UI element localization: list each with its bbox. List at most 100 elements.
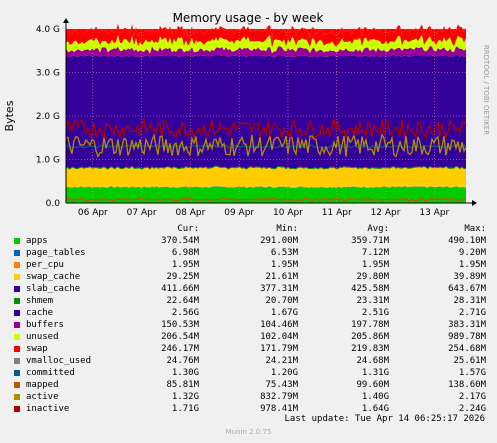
legend-item: slab_cache 411.66M 377.31M 425.58M 643.67M	[12, 283, 492, 295]
y-tick-label: 3.0 G	[36, 69, 60, 79]
last-update: Last update: Tue Apr 14 06:25:17 2026	[284, 414, 485, 424]
legend-max: 383.31M	[448, 320, 486, 330]
legend-avg: 99.60M	[356, 380, 389, 390]
legend-max: 1.57G	[458, 368, 486, 378]
plot-area	[66, 24, 466, 203]
legend-min: 20.70M	[265, 296, 298, 306]
legend-max: 138.60M	[448, 380, 486, 390]
legend-min: 75.43M	[265, 380, 298, 390]
legend-max: 2.24G	[458, 404, 486, 414]
legend-cur: 206.54M	[161, 332, 199, 342]
legend-name: per_cpu	[26, 260, 64, 270]
legend-swatch	[14, 334, 20, 340]
legend-cur: 1.95M	[171, 260, 199, 270]
legend-max: 25.61M	[453, 356, 486, 366]
legend-min: 104.46M	[260, 320, 298, 330]
legend-min: 102.04M	[260, 332, 298, 342]
header-max: Max:	[464, 224, 486, 234]
legend-swatch	[14, 238, 20, 244]
legend-name: apps	[26, 236, 48, 246]
y-axis-label: Bytes	[3, 100, 16, 131]
legend-avg: 1.31G	[361, 368, 389, 378]
legend-avg: 205.86M	[351, 332, 389, 342]
y-tick-label: 2.0 G	[36, 112, 60, 122]
area-swap-top	[66, 24, 466, 38]
legend-cur: 22.64M	[166, 296, 199, 306]
y-axis-arrow	[63, 18, 69, 23]
area-slab_cache	[66, 166, 466, 187]
legend-swatch	[14, 274, 20, 280]
line-series	[65, 117, 467, 202]
legend-name: unused	[26, 332, 59, 342]
legend-avg: 1.95M	[361, 260, 389, 270]
area-page_tables	[66, 186, 466, 188]
legend-avg: 359.71M	[351, 236, 389, 246]
legend-max: 1.95M	[458, 260, 486, 270]
legend-item: inactive 1.71G 978.41M 1.64G 2.24G	[12, 403, 492, 415]
legend-swatch	[14, 262, 20, 268]
legend-swatch	[14, 250, 20, 256]
legend-avg: 2.51G	[361, 308, 389, 318]
legend-cur: 411.66M	[161, 284, 199, 294]
legend-swatch	[14, 286, 20, 292]
legend-name: slab_cache	[26, 284, 81, 294]
legend: Cur: Min: Avg: Max: apps 370.54M 291.00M 35…	[12, 223, 492, 415]
area-apps	[66, 186, 466, 203]
x-tick-label: 09 Apr	[224, 208, 254, 218]
legend-item: mapped 85.81M 75.43M 99.60M 138.60M	[12, 379, 492, 391]
legend-cur: 1.32G	[171, 392, 199, 402]
legend-avg: 425.58M	[351, 284, 389, 294]
legend-avg: 29.80M	[356, 272, 389, 282]
legend-item: page_tables 6.98M 6.53M 7.12M 9.20M	[12, 247, 492, 259]
legend-min: 291.00M	[260, 236, 298, 246]
line-mapped	[65, 197, 467, 202]
legend-name: swap	[26, 344, 48, 354]
legend-swatch	[14, 382, 20, 388]
y-tick-label: 4.0 G	[36, 25, 60, 35]
legend-cur: 1.30G	[171, 368, 199, 378]
x-axis-arrow	[472, 200, 477, 206]
legend-min: 1.20G	[270, 368, 298, 378]
legend-max: 28.31M	[453, 296, 486, 306]
legend-item: active 1.32G 832.79M 1.40G 2.17G	[12, 391, 492, 403]
legend-item: apps 370.54M 291.00M 359.71M 490.10M	[12, 235, 492, 247]
legend-item: per_cpu 1.95M 1.95M 1.95M 1.95M	[12, 259, 492, 271]
legend-swatch	[14, 298, 20, 304]
area-swap	[66, 24, 466, 48]
y-tick-label: 0.0	[46, 199, 61, 209]
legend-min: 6.53M	[270, 248, 298, 258]
munin-version: Munin 2.0.75	[225, 428, 272, 436]
legend-item: unused 206.54M 102.04M 205.86M 989.78M	[12, 331, 492, 343]
legend-name: swap_cache	[26, 272, 81, 282]
header-cur: Cur:	[177, 224, 199, 234]
legend-max: 254.68M	[448, 344, 486, 354]
legend-min: 1.95M	[270, 260, 298, 270]
x-tick-label: 10 Apr	[273, 208, 303, 218]
legend-avg: 219.83M	[351, 344, 389, 354]
legend-cur: 85.81M	[166, 380, 199, 390]
legend-cur: 150.53M	[161, 320, 199, 330]
legend-name: page_tables	[26, 248, 86, 258]
legend-item: vmalloc_used 24.76M 24.21M 24.68M 25.61M	[12, 355, 492, 367]
header-min: Min:	[276, 224, 298, 234]
legend-min: 377.31M	[260, 284, 298, 294]
legend-name: committed	[26, 368, 75, 378]
legend-max: 643.67M	[448, 284, 486, 294]
legend-swatch	[14, 310, 20, 316]
legend-name: mapped	[26, 380, 59, 390]
area-buffers	[66, 45, 466, 58]
legend-cur: 246.17M	[161, 344, 199, 354]
legend-header: Cur: Min: Avg: Max:	[12, 223, 492, 235]
x-tick-label: 06 Apr	[78, 208, 108, 218]
legend-name: active	[26, 392, 59, 402]
legend-swatch	[14, 346, 20, 352]
x-tick-label: 13 Apr	[419, 208, 449, 218]
line-inactive	[65, 117, 467, 140]
legend-avg: 197.78M	[351, 320, 389, 330]
legend-item: cache 2.56G 1.67G 2.51G 2.71G	[12, 307, 492, 319]
legend-avg: 7.12M	[361, 248, 389, 258]
legend-cur: 29.25M	[166, 272, 199, 282]
legend-min: 832.79M	[260, 392, 298, 402]
legend-min: 171.79M	[260, 344, 298, 354]
x-axis: 06 Apr 07 Apr 08 Apr 09 Apr 10 Apr 11 Apr 12 A…	[66, 200, 477, 218]
